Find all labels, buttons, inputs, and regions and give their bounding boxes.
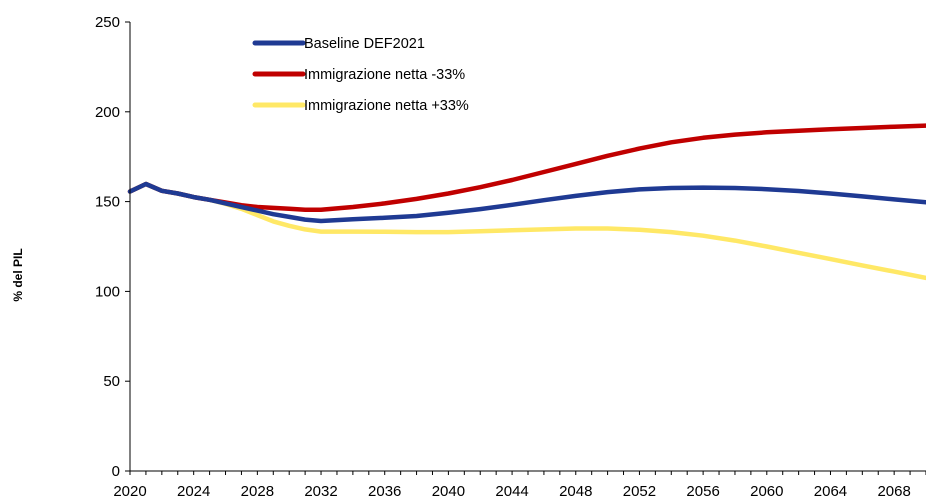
x-tick-label: 2040 <box>432 483 465 499</box>
x-tick-label: 2048 <box>559 483 592 499</box>
legend: Baseline DEF2021 Immigrazione netta -33% I… <box>252 36 469 114</box>
x-tick-label: 2064 <box>814 483 847 499</box>
x-tick-label: 2020 <box>113 483 146 499</box>
x-tick-label: 2024 <box>177 483 210 499</box>
x-tick-label: 2044 <box>495 483 528 499</box>
x-tick-label: 2068 <box>877 483 910 499</box>
series-lines <box>127 123 926 281</box>
x-tick-label: 2056 <box>686 483 719 499</box>
x-tick-label: 2028 <box>241 483 274 499</box>
y-tick-label: 200 <box>95 104 120 121</box>
series-line-2 <box>127 181 926 281</box>
axes <box>129 22 926 472</box>
x-tick-label: 2036 <box>368 483 401 499</box>
series-line-1 <box>127 123 926 212</box>
y-ticks: 0 50 100 150 200 250 <box>95 14 130 480</box>
x-tick-label: 2060 <box>750 483 783 499</box>
y-tick-label: 50 <box>103 373 120 390</box>
y-tick-label: 150 <box>95 194 120 211</box>
y-tick-label: 100 <box>95 283 120 300</box>
series-line-0 <box>127 181 926 224</box>
legend-label: Baseline DEF2021 <box>304 36 425 52</box>
legend-label: Immigrazione netta -33% <box>304 67 465 83</box>
y-tick-label: 250 <box>95 14 120 31</box>
legend-label: Immigrazione netta +33% <box>304 98 469 114</box>
x-tick-label: 2032 <box>304 483 337 499</box>
y-tick-label: 0 <box>112 463 120 480</box>
x-tick-label: 2052 <box>623 483 656 499</box>
x-ticks: 2020 2024 2028 2032 2036 2040 2044 2048 2052 2056… <box>113 471 926 499</box>
y-axis-label: % del PIL <box>11 248 25 301</box>
